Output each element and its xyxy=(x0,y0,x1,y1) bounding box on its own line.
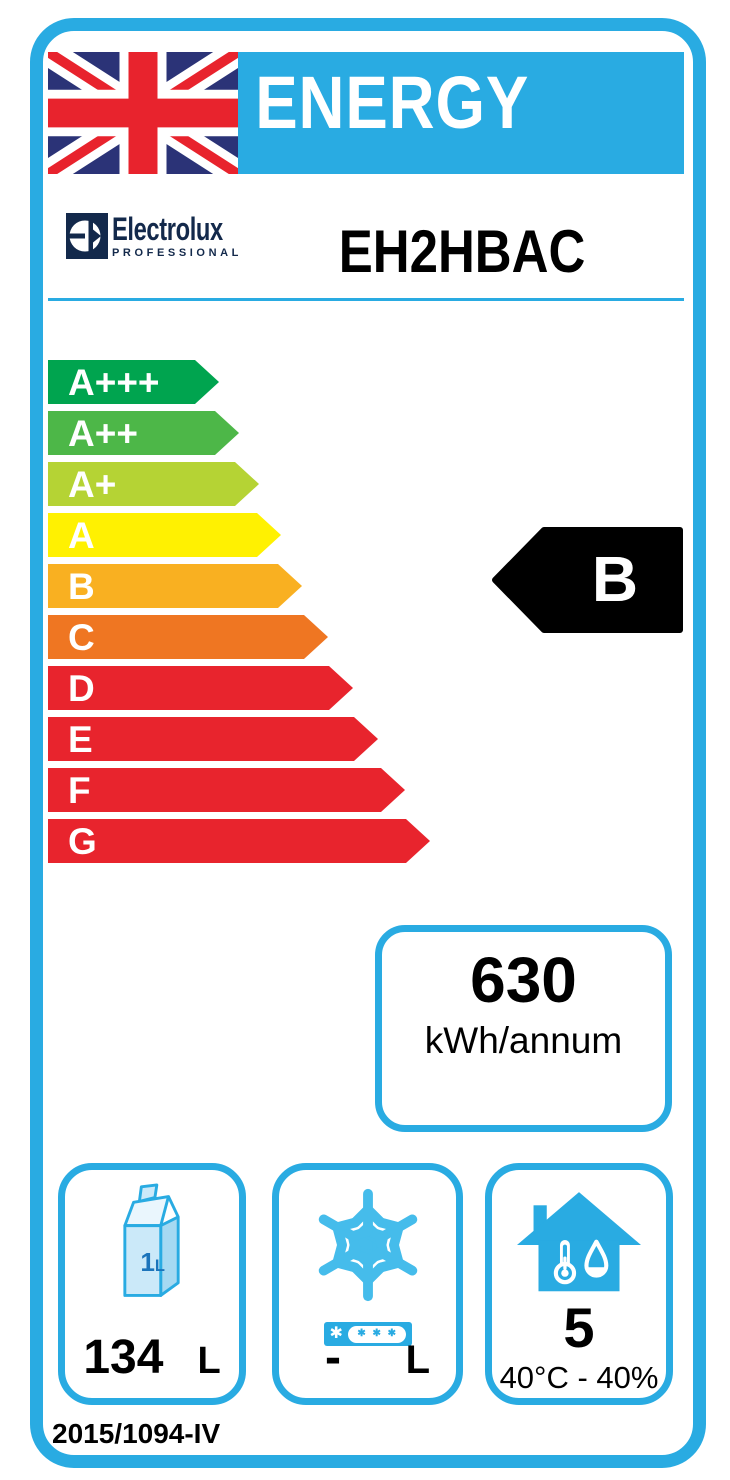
energy-banner: ENERGY xyxy=(238,52,684,174)
rating-arrow-e: E xyxy=(48,717,378,761)
rating-label: A xyxy=(68,515,95,556)
current-rating-arrow: B xyxy=(492,527,686,633)
rating-label: C xyxy=(68,617,95,658)
rating-label: G xyxy=(68,821,97,862)
milk-carton-icon: 1 L xyxy=(123,1183,180,1297)
label-border xyxy=(30,18,706,1468)
model-number: EH2HBAC xyxy=(338,218,586,285)
rating-arrow-aplusplus: A++ xyxy=(48,411,239,455)
snowflake-icon xyxy=(318,1188,417,1302)
climate-class-value: 5 xyxy=(563,1296,595,1359)
rating-arrow-aplus: A+ xyxy=(48,462,259,506)
rating-label: F xyxy=(68,770,91,811)
rating-arrow-g: G xyxy=(48,819,430,863)
fridge-capacity-box: 1 L 134 L xyxy=(58,1163,246,1405)
consumption-value: 630 xyxy=(470,944,577,1016)
star-icon: ✱ xyxy=(329,1325,343,1342)
rating-label: A++ xyxy=(68,413,138,454)
rating-label: A+++ xyxy=(68,362,160,403)
fridge-volume-value: 134 xyxy=(83,1331,164,1384)
rating-arrow-c: C xyxy=(48,615,328,659)
header-divider xyxy=(48,298,684,301)
brand-subtitle: PROFESSIONAL xyxy=(112,247,242,259)
rating-scale: A+++ A++ A+ A B C D E F G xyxy=(48,360,448,870)
uk-flag-icon xyxy=(48,52,238,174)
fridge-volume-unit: L xyxy=(197,1340,221,1382)
consumption-unit: kWh/annum xyxy=(424,1020,623,1061)
climate-condition: 40°C - 40% xyxy=(499,1360,659,1395)
current-rating-letter: B xyxy=(591,543,639,615)
carton-volume-number: 1 xyxy=(140,1247,155,1277)
rating-label: D xyxy=(68,668,95,709)
rating-arrow-aplusplusplus: A+++ xyxy=(48,360,219,404)
rating-arrow-d: D xyxy=(48,666,353,710)
rating-arrow-b: B xyxy=(48,564,302,608)
climate-class-box: 5 40°C - 40% xyxy=(485,1163,673,1405)
electrolux-wordmark: Electrolux PROFESSIONAL xyxy=(112,213,262,259)
brand-name: Electrolux xyxy=(112,211,223,247)
freezer-volume: - L xyxy=(325,1334,430,1382)
rating-arrow-a: A xyxy=(48,513,281,557)
regulation-reference: 2015/1094-IV xyxy=(52,1418,221,1449)
carton-volume-unit: L xyxy=(155,1257,165,1275)
rating-label: B xyxy=(68,566,95,607)
rating-label: E xyxy=(68,719,93,760)
freezer-star-rating-badge: ✱ ✱ ✱ ✱ xyxy=(323,1322,412,1346)
electrolux-symbol-icon xyxy=(66,213,108,259)
house-climate-icon xyxy=(517,1192,641,1292)
three-star-rating: ✱ ✱ ✱ xyxy=(347,1325,406,1343)
energy-title: ENERGY xyxy=(255,61,530,144)
freezer-volume-unit: L xyxy=(405,1338,430,1382)
energy-consumption-box: 630 kWh/annum xyxy=(375,925,672,1132)
black-arrow-icon xyxy=(492,527,683,633)
rating-label: A+ xyxy=(68,464,117,505)
freezer-volume-value: - xyxy=(325,1331,341,1384)
thermometer-icon xyxy=(553,1240,577,1285)
fridge-volume: 134 L xyxy=(65,1334,239,1382)
droplet-icon xyxy=(584,1239,609,1278)
freezer-capacity-box: ✱ ✱ ✱ ✱ - L xyxy=(272,1163,463,1405)
rating-arrow-f: F xyxy=(48,768,405,812)
